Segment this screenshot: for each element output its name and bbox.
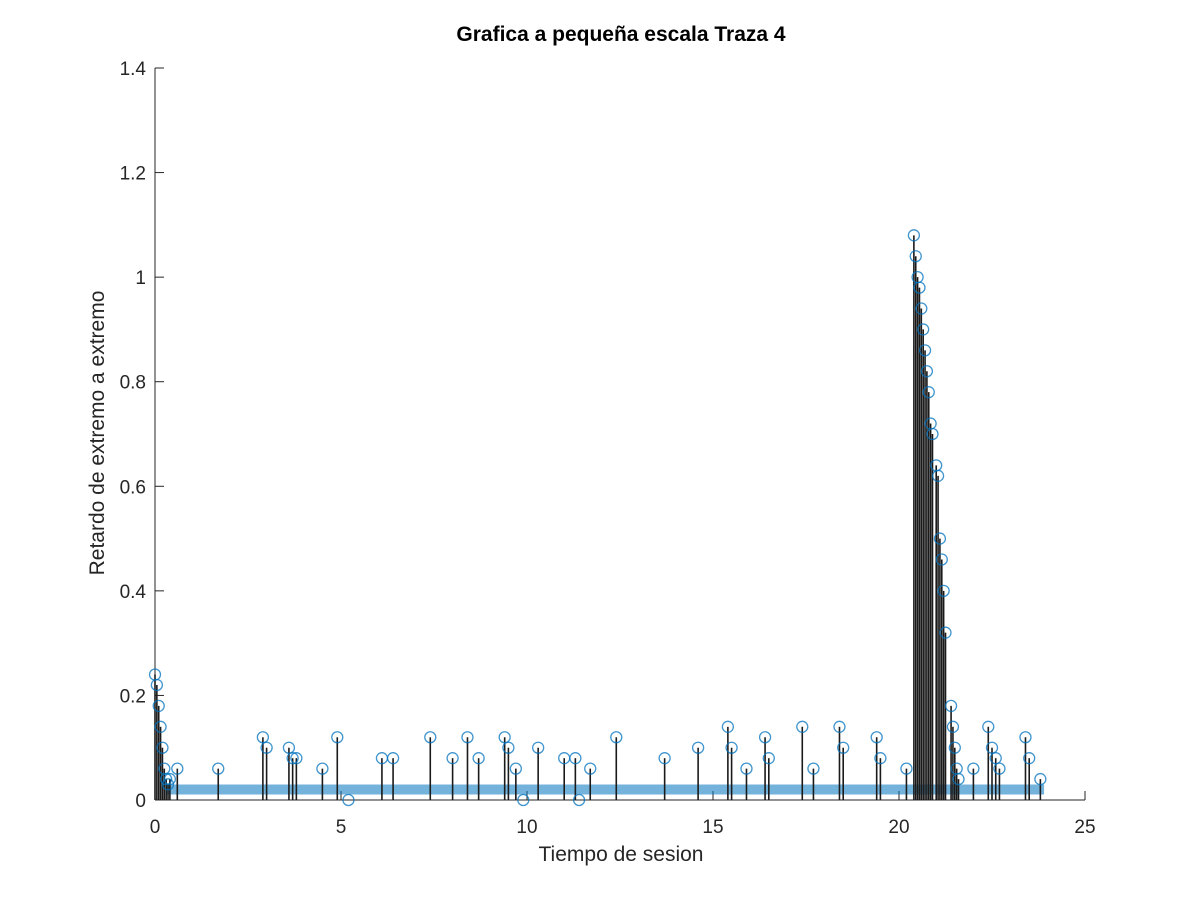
data-point bbox=[282, 741, 296, 754]
data-point bbox=[837, 741, 850, 754]
data-point bbox=[952, 772, 965, 786]
data-point bbox=[290, 752, 303, 765]
x-tick-label: 5 bbox=[336, 817, 347, 838]
data-point bbox=[171, 762, 184, 775]
data-point bbox=[424, 731, 437, 744]
chart-title: Grafica a pequeña escala Traza 4 bbox=[456, 23, 786, 46]
data-point bbox=[610, 731, 623, 744]
data-point bbox=[154, 720, 167, 733]
y-tick-label: 0.2 bbox=[120, 686, 146, 707]
data-point bbox=[917, 323, 930, 336]
data-point bbox=[721, 720, 735, 733]
data-point bbox=[833, 720, 846, 733]
x-tick-label: 0 bbox=[150, 817, 161, 838]
ticks: 0 5 10 15 20 25 0 0.2 0.4 0.6 0.8 1 1.2 1.4 bbox=[120, 59, 1096, 838]
data-point bbox=[989, 752, 1002, 765]
data-point bbox=[584, 762, 597, 775]
data-point bbox=[509, 762, 522, 775]
data-point bbox=[161, 778, 175, 791]
data-point bbox=[931, 469, 945, 482]
data-point bbox=[796, 720, 809, 733]
data-point bbox=[926, 427, 939, 441]
data-point bbox=[286, 752, 299, 765]
data-point bbox=[331, 731, 344, 744]
data-point bbox=[922, 386, 935, 399]
data-point bbox=[1023, 752, 1036, 765]
data-point bbox=[762, 752, 775, 765]
data-point bbox=[870, 731, 883, 744]
data-point bbox=[915, 302, 928, 315]
data-point bbox=[342, 793, 355, 807]
data-point bbox=[386, 752, 400, 765]
x-tick-label: 25 bbox=[1074, 817, 1095, 838]
data-point bbox=[993, 762, 1006, 775]
data-point bbox=[446, 752, 459, 765]
data-point bbox=[935, 553, 948, 566]
data-point bbox=[569, 752, 582, 765]
data-point bbox=[502, 741, 515, 754]
y-tick-label: 0 bbox=[135, 791, 146, 812]
data-point bbox=[933, 532, 947, 545]
data-point bbox=[150, 678, 164, 692]
y-tick-label: 0.4 bbox=[120, 582, 147, 603]
data-point bbox=[256, 731, 270, 744]
data-point bbox=[900, 762, 913, 775]
y-tick-label: 1.4 bbox=[120, 59, 147, 80]
data-point bbox=[740, 762, 753, 775]
x-tick-label: 10 bbox=[516, 817, 537, 838]
y-tick-label: 1 bbox=[135, 268, 146, 289]
y-tick-label: 0.8 bbox=[120, 373, 146, 394]
x-tick-label: 20 bbox=[888, 817, 909, 838]
y-tick-label: 0.6 bbox=[120, 477, 146, 498]
data-point bbox=[939, 626, 952, 639]
data-point bbox=[316, 762, 329, 775]
data-point bbox=[156, 741, 169, 754]
data-point bbox=[946, 720, 960, 733]
data-point bbox=[982, 720, 995, 733]
data-point bbox=[985, 741, 999, 754]
y-tick-label: 1.2 bbox=[120, 164, 146, 185]
data-point bbox=[260, 741, 273, 754]
data-point bbox=[725, 741, 738, 754]
data-point bbox=[913, 281, 926, 294]
markers bbox=[148, 229, 1047, 807]
data-point bbox=[948, 741, 961, 754]
data-point bbox=[758, 731, 772, 744]
data-point bbox=[907, 229, 921, 242]
data-point bbox=[1019, 731, 1032, 744]
data-point bbox=[532, 741, 545, 754]
data-point bbox=[691, 741, 705, 754]
data-point bbox=[918, 344, 932, 357]
data-point bbox=[920, 365, 934, 378]
data-point bbox=[517, 793, 530, 807]
data-point bbox=[152, 699, 165, 713]
data-point bbox=[160, 772, 173, 786]
data-point bbox=[163, 772, 177, 786]
data-point bbox=[1034, 772, 1047, 786]
data-point bbox=[807, 762, 820, 775]
data-point bbox=[967, 762, 980, 775]
data-point bbox=[472, 752, 485, 765]
data-point bbox=[461, 731, 474, 744]
data-point bbox=[909, 250, 922, 263]
data-point bbox=[937, 584, 950, 598]
y-axis-label: Retardo de extremo a extremo bbox=[86, 291, 109, 576]
data-point bbox=[572, 793, 586, 807]
data-point bbox=[944, 699, 958, 713]
data-point bbox=[212, 762, 225, 775]
x-axis-label: Tiempo de sesion bbox=[539, 843, 704, 866]
x-tick-label: 15 bbox=[702, 817, 723, 838]
data-point bbox=[874, 752, 887, 765]
data-point bbox=[658, 752, 671, 765]
data-point bbox=[498, 731, 511, 744]
